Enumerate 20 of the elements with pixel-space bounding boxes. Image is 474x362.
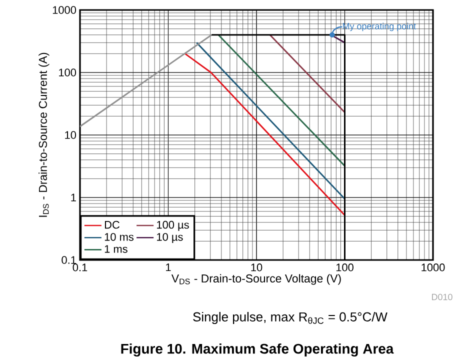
- text: Figure 10. Maximum Safe Operating Area: [121, 343, 394, 357]
- y-tick-label: 1000: [52, 6, 76, 14]
- y-axis-title: I$_{DS}$ - Drain-to-Source Current (A): [38, 52, 50, 217]
- x-tick-label: 10: [251, 264, 262, 272]
- legend-label: 10 µs: [157, 233, 183, 243]
- legend-label: DC: [104, 220, 120, 229]
- legend-label: 1 ms: [104, 245, 128, 253]
- x-axis-title: V$_{DS}$ - Drain-to-Source Voltage (V): [171, 274, 341, 285]
- y-tick-label: 0.1: [62, 256, 76, 264]
- x-tick-label: 1: [166, 264, 171, 272]
- text: Single pulse, max R$_{θJC}$ = 0.5°C/W: [193, 312, 388, 324]
- x-tick-label: 0.1: [72, 264, 88, 272]
- x-tick-label: 1000: [422, 264, 445, 272]
- text: D010: [432, 294, 452, 300]
- y-tick-label: 10: [65, 131, 76, 139]
- legend-label: 10 ms: [104, 233, 134, 241]
- legend-label: 100 µs: [157, 220, 189, 231]
- x-tick-label: 100: [336, 264, 354, 272]
- y-tick-label: 1: [71, 194, 76, 202]
- y-tick-label: 100: [59, 68, 76, 76]
